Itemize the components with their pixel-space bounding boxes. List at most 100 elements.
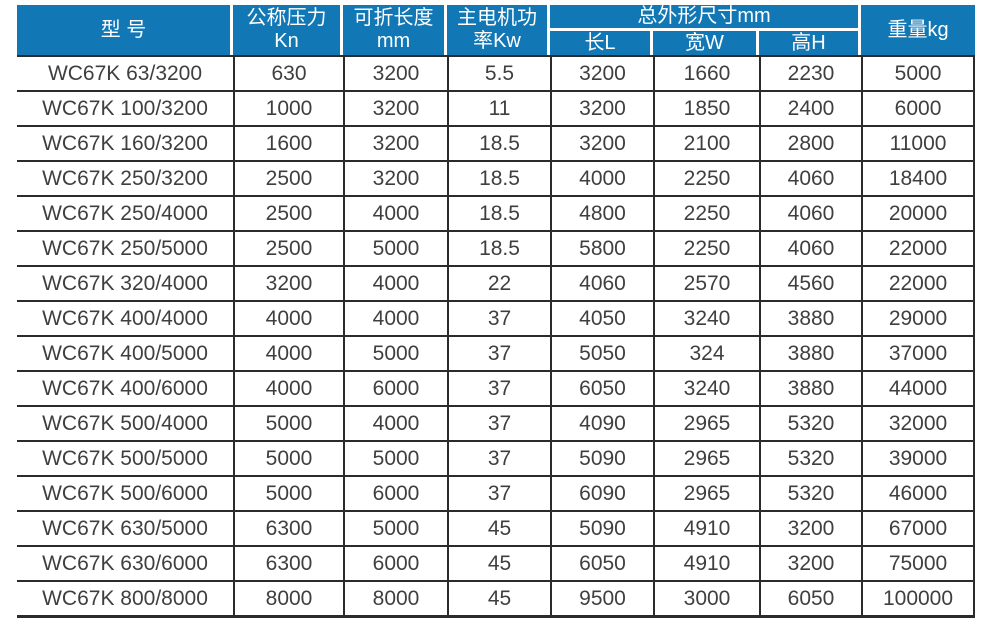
value-cell: 8000 — [233, 580, 343, 618]
value-cell: 1660 — [653, 55, 759, 90]
model-cell: WC67K 630/6000 — [17, 545, 233, 580]
model-cell: WC67K 400/6000 — [17, 370, 233, 405]
value-cell: 4560 — [759, 265, 862, 300]
value-cell: 46000 — [861, 475, 976, 510]
value-cell: 6050 — [550, 370, 653, 405]
value-cell: 4090 — [550, 405, 653, 440]
table-row: WC67K 100/3200 1000 3200 11 3200 1850 2400 6000 — [17, 90, 976, 125]
value-cell: 2965 — [653, 405, 759, 440]
value-cell: 2100 — [653, 125, 759, 160]
value-cell: 4000 — [343, 300, 447, 335]
value-cell: 45 — [447, 510, 550, 545]
value-cell: 18.5 — [447, 195, 550, 230]
header-row-group: 型 号 公称压力 Kn 可折长度 mm 主电机功 率Kw 总外形尺寸mm 重量k… — [17, 5, 976, 55]
model-cell: WC67K 63/3200 — [17, 55, 233, 90]
value-cell: 3880 — [759, 300, 862, 335]
value-cell: 324 — [653, 335, 759, 370]
value-cell: 4000 — [233, 370, 343, 405]
value-cell: 2500 — [233, 230, 343, 265]
table-row: WC67K 250/5000 2500 5000 18.5 5800 2250 4060 22… — [17, 230, 976, 265]
value-cell: 3200 — [233, 265, 343, 300]
value-cell: 6050 — [550, 545, 653, 580]
value-cell: 5000 — [233, 440, 343, 475]
table-body: WC67K 63/3200 630 3200 5.5 3200 1660 2230 5000 W… — [17, 55, 976, 618]
value-cell: 5320 — [759, 475, 862, 510]
value-cell: 37 — [447, 405, 550, 440]
value-cell: 4060 — [759, 195, 862, 230]
value-cell: 45 — [447, 545, 550, 580]
value-cell: 5000 — [343, 230, 447, 265]
value-cell: 630 — [233, 55, 343, 90]
header-fold-length-line1: 可折长度 — [353, 7, 434, 29]
model-cell: WC67K 250/4000 — [17, 195, 233, 230]
spec-table: 型 号 公称压力 Kn 可折长度 mm 主电机功 率Kw 总外形尺寸mm 重量k… — [17, 5, 976, 618]
header-model: 型 号 — [17, 5, 233, 55]
table-row: WC67K 500/4000 5000 4000 37 4090 2965 5320 3200… — [17, 405, 976, 440]
value-cell: 5800 — [550, 230, 653, 265]
header-dim-height: 高H — [759, 31, 862, 55]
value-cell: 3880 — [759, 370, 862, 405]
value-cell: 6300 — [233, 510, 343, 545]
value-cell: 3240 — [653, 300, 759, 335]
model-cell: WC67K 500/5000 — [17, 440, 233, 475]
model-cell: WC67K 400/4000 — [17, 300, 233, 335]
value-cell: 3200 — [550, 125, 653, 160]
value-cell: 4910 — [653, 545, 759, 580]
table-row: WC67K 400/4000 4000 4000 37 4050 3240 3880 2900… — [17, 300, 976, 335]
header-dim-length: 长L — [550, 31, 653, 55]
value-cell: 2400 — [759, 90, 862, 125]
table-row: WC67K 63/3200 630 3200 5.5 3200 1660 2230 5000 — [17, 55, 976, 90]
model-cell: WC67K 400/5000 — [17, 335, 233, 370]
value-cell: 2230 — [759, 55, 862, 90]
header-motor-power: 主电机功 率Kw — [447, 5, 550, 55]
value-cell: 6090 — [550, 475, 653, 510]
value-cell: 4000 — [233, 335, 343, 370]
value-cell: 4050 — [550, 300, 653, 335]
value-cell: 3200 — [550, 55, 653, 90]
table-row: WC67K 630/6000 6300 6000 45 6050 4910 3200 7500… — [17, 545, 976, 580]
value-cell: 4000 — [343, 265, 447, 300]
value-cell: 4060 — [759, 230, 862, 265]
table-row: WC67K 320/4000 3200 4000 22 4060 2570 4560 2200… — [17, 265, 976, 300]
value-cell: 5090 — [550, 510, 653, 545]
value-cell: 6000 — [343, 370, 447, 405]
value-cell: 5.5 — [447, 55, 550, 90]
model-cell: WC67K 160/3200 — [17, 125, 233, 160]
value-cell: 3200 — [550, 90, 653, 125]
value-cell: 6050 — [759, 580, 862, 618]
value-cell: 11000 — [861, 125, 976, 160]
value-cell: 5000 — [233, 405, 343, 440]
value-cell: 3200 — [759, 510, 862, 545]
table-row: WC67K 400/6000 4000 6000 37 6050 3240 3880 4400… — [17, 370, 976, 405]
value-cell: 5000 — [233, 475, 343, 510]
value-cell: 37 — [447, 370, 550, 405]
header-dimensions-group: 总外形尺寸mm — [550, 5, 862, 31]
value-cell: 37 — [447, 440, 550, 475]
value-cell: 2250 — [653, 160, 759, 195]
header-fold-length: 可折长度 mm — [343, 5, 447, 55]
model-cell: WC67K 630/5000 — [17, 510, 233, 545]
table-header: 型 号 公称压力 Kn 可折长度 mm 主电机功 率Kw 总外形尺寸mm 重量k… — [17, 5, 976, 55]
value-cell: 9500 — [550, 580, 653, 618]
value-cell: 3200 — [343, 160, 447, 195]
value-cell: 4800 — [550, 195, 653, 230]
header-fold-length-unit: mm — [376, 30, 411, 52]
value-cell: 18.5 — [447, 125, 550, 160]
value-cell: 2250 — [653, 230, 759, 265]
value-cell: 6000 — [343, 475, 447, 510]
value-cell: 4000 — [343, 405, 447, 440]
table-row: WC67K 160/3200 1600 3200 18.5 3200 2100 2800 11… — [17, 125, 976, 160]
value-cell: 5000 — [861, 55, 976, 90]
value-cell: 4000 — [343, 195, 447, 230]
value-cell: 5000 — [343, 510, 447, 545]
value-cell: 37 — [447, 300, 550, 335]
value-cell: 5000 — [343, 335, 447, 370]
value-cell: 20000 — [861, 195, 976, 230]
header-dim-width: 宽W — [653, 31, 759, 55]
table-row: WC67K 400/5000 4000 5000 37 5050 324 3880 37000 — [17, 335, 976, 370]
value-cell: 5090 — [550, 440, 653, 475]
model-cell: WC67K 500/6000 — [17, 475, 233, 510]
model-cell: WC67K 800/8000 — [17, 580, 233, 618]
value-cell: 4060 — [550, 265, 653, 300]
value-cell: 8000 — [343, 580, 447, 618]
